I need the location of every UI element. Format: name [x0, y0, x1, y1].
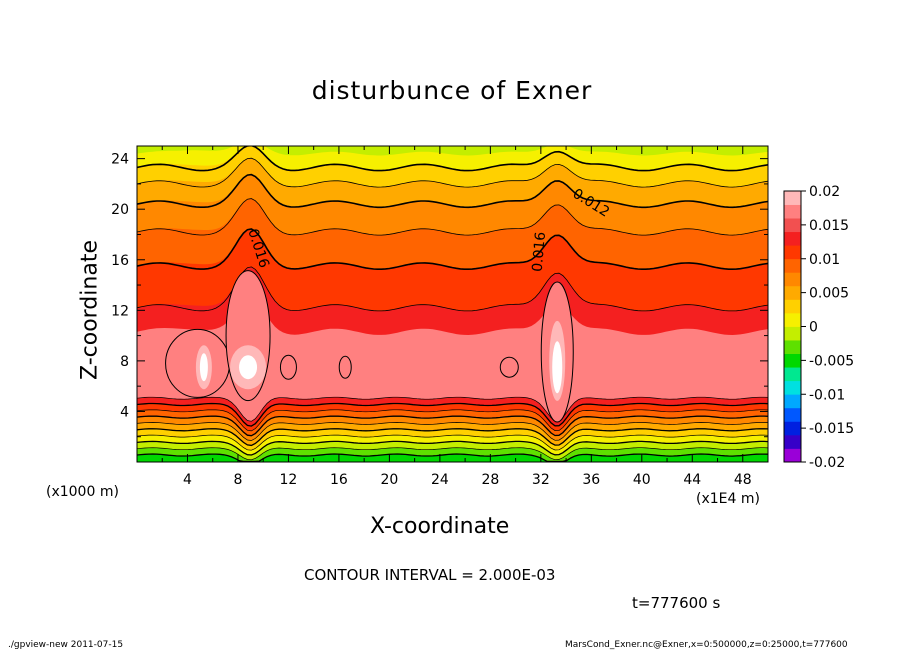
- contour-core: [279, 354, 297, 380]
- x-tick-label: 36: [582, 472, 600, 488]
- colorbar-swatch: [784, 258, 801, 273]
- colorbar-tick-label: -0.015: [809, 421, 854, 437]
- contour-line: [137, 146, 768, 172]
- x-tick-label: 8: [233, 472, 242, 488]
- contour-line: [137, 157, 768, 188]
- contour-line: [137, 409, 768, 432]
- contour-interval-note: CONTOUR INTERVAL = 2.000E-03: [304, 566, 556, 584]
- contour-band: [137, 146, 768, 156]
- footer-program: ./gpview-new 2011-07-15: [8, 640, 124, 650]
- x-tick-label: 32: [532, 472, 550, 488]
- x-tick-label: 16: [330, 472, 348, 488]
- colorbar-tick-label: 0.015: [809, 218, 849, 234]
- contour-line: [137, 402, 768, 427]
- y-tick-label: 24: [111, 152, 129, 168]
- colorbar-swatch: [784, 353, 801, 368]
- colorbar-swatch: [784, 434, 801, 449]
- x-tick-label: 12: [280, 472, 298, 488]
- colorbar-swatch: [784, 285, 801, 300]
- colorbar-tick-label: 0.02: [809, 184, 840, 200]
- x-tick-label: 44: [683, 472, 701, 488]
- y-tick-label: 16: [111, 253, 129, 269]
- colorbar-swatch: [784, 272, 801, 287]
- colorbar-tick-label: -0.02: [809, 455, 845, 471]
- contour-line: [137, 173, 768, 209]
- contour-label: 0.016: [530, 231, 549, 272]
- contour-line: [137, 228, 768, 270]
- x-units-label: (x1000 m): [46, 484, 119, 500]
- x-axis-label: X-coordinate: [370, 514, 510, 539]
- contour-line: [137, 447, 768, 461]
- contour-line: [137, 440, 768, 456]
- colorbar-tick-label: 0.005: [809, 286, 849, 302]
- y-tick-label: 20: [111, 202, 129, 218]
- colorbar-swatch: [784, 299, 801, 314]
- contour-line: [137, 453, 768, 462]
- colorbar-swatch: [784, 218, 801, 233]
- colorbar-swatch: [784, 326, 801, 341]
- x-tick-label: 28: [481, 472, 499, 488]
- contour-core: [552, 341, 563, 394]
- contour-line: [137, 198, 768, 236]
- time-stamp: t=777600 s: [632, 594, 721, 612]
- contour-core: [199, 353, 208, 382]
- x-tick-label: 4: [183, 472, 192, 488]
- contour-core: [499, 356, 519, 378]
- colorbar-swatch: [784, 245, 801, 260]
- contour-core: [338, 355, 352, 379]
- x-tick-label: 24: [431, 472, 449, 488]
- colorbar-swatch: [784, 312, 801, 327]
- colorbar-swatch: [784, 204, 801, 219]
- colorbar-tick-label: -0.01: [809, 387, 845, 403]
- contour-line: [137, 422, 768, 441]
- colorbar-swatch: [784, 380, 801, 395]
- y-tick-label: 4: [120, 404, 129, 420]
- contour-line: [137, 428, 768, 447]
- x-tick-label: 40: [633, 472, 651, 488]
- contour-core: [239, 355, 258, 380]
- colorbar-swatch: [784, 448, 801, 463]
- colorbar-tick-label: -0.005: [809, 353, 854, 369]
- x-tick-label: 20: [380, 472, 398, 488]
- plot-frame: [136, 145, 769, 463]
- contour-line: [137, 434, 768, 451]
- colorbar-swatch: [784, 394, 801, 409]
- y-axis-label: Z-coordinate: [77, 240, 103, 380]
- colorbar-swatch: [784, 340, 801, 354]
- colorbar-tick-label: 0.01: [809, 252, 840, 268]
- colorbar-tick-label: 0: [809, 320, 818, 336]
- y-tick-label: 8: [120, 354, 129, 370]
- colorbar-swatch: [784, 407, 801, 422]
- colorbar-swatch: [784, 421, 801, 436]
- x-tick-label: 48: [734, 472, 752, 488]
- contour-line: [137, 396, 768, 422]
- y-tick-label: 12: [111, 303, 129, 319]
- colorbar-swatch: [784, 191, 801, 205]
- x-scale-label: (x1E4 m): [696, 491, 760, 507]
- chart-title: disturbunce of Exner: [311, 76, 593, 105]
- contour-line: [137, 415, 768, 437]
- colorbar-swatch: [784, 231, 801, 246]
- colorbar-swatch: [784, 367, 801, 382]
- footer-source: MarsCond_Exner.nc@Exner,x=0:500000,z=0:2…: [565, 640, 848, 650]
